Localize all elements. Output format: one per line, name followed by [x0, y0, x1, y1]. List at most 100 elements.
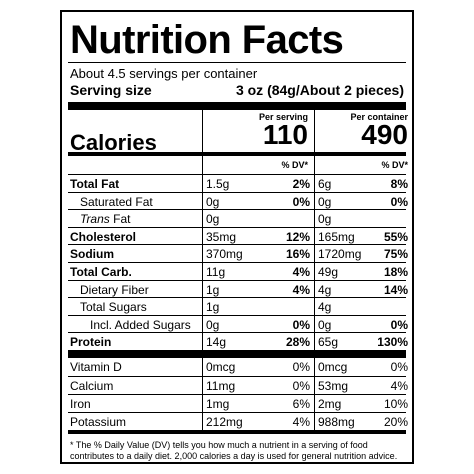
dv-per-container: 0% — [390, 360, 408, 374]
calories-per-container: 490 — [361, 119, 408, 150]
nutrient-row: Cholesterol 35mg 12% 165mg 55% — [68, 227, 408, 246]
amount-per-serving: 11mg — [206, 379, 236, 393]
nutrient-row: Total Carb. 11g 4% 49g 18% — [68, 262, 408, 281]
dv-header-container: % DV* — [381, 160, 408, 170]
serving-size-label: Serving size — [70, 82, 152, 98]
amount-per-serving: 0g — [206, 212, 220, 226]
dv-per-container: 0% — [390, 318, 408, 332]
calories-label: Calories — [70, 130, 157, 155]
vitamin-row: Calcium 11mg 0% 53mg 4% — [68, 376, 408, 395]
dv-per-serving: 6% — [292, 397, 310, 411]
dv-per-container: 8% — [390, 177, 408, 191]
amount-per-serving: 0g — [206, 195, 220, 209]
nutrient-name: Total Carb. — [70, 265, 132, 279]
nutrient-name: Total Sugars — [80, 300, 147, 314]
column-line-2 — [314, 110, 315, 350]
nutrient-name: Cholesterol — [70, 230, 137, 244]
amount-per-serving: 0mcg — [206, 360, 236, 374]
amount-per-container: 0mcg — [318, 360, 348, 374]
amount-per-serving: 11g — [206, 265, 226, 279]
dv-per-container: 55% — [383, 230, 408, 244]
amount-per-serving: 1g — [206, 300, 220, 314]
amount-per-container: 6g — [318, 177, 332, 191]
nutrient-name: Vitamin D — [70, 360, 122, 374]
dv-per-container: 18% — [383, 265, 408, 279]
servings-per-container: About 4.5 servings per container — [70, 66, 258, 81]
amount-per-serving: 35mg — [206, 230, 237, 244]
amount-per-container: 53mg — [318, 379, 349, 393]
amount-per-serving: 1mg — [206, 397, 230, 411]
nutrient-name: Sodium — [70, 247, 114, 261]
vitamin-row: Potassium 212mg 4% 988mg 20% — [68, 412, 408, 431]
amount-per-container: 165mg — [318, 230, 355, 244]
amount-per-container: 1720mg — [318, 247, 362, 261]
amount-per-serving: 1g — [206, 283, 220, 297]
per-container-header: Per container — [350, 112, 408, 122]
nutrient-row: Dietary Fiber 1g 4% 4g 14% — [68, 280, 408, 299]
nutrient-row: Sodium 370mg 16% 1720mg 75% — [68, 244, 408, 263]
nutrient-name: Incl. Added Sugars — [90, 318, 191, 332]
amount-per-container: 988mg — [318, 415, 355, 429]
amount-per-container: 2mg — [318, 397, 342, 411]
vitamin-row: Vitamin D 0mcg 0% 0mcg 0% — [68, 358, 408, 376]
amount-per-container: 4g — [318, 283, 332, 297]
nutrition-facts-label: Nutrition Facts About 4.5 servings per c… — [60, 10, 414, 464]
amount-per-container: 65g — [318, 335, 339, 349]
nutrient-name-rest: Fat — [109, 212, 131, 226]
nutrient-name: Total Fat — [70, 177, 120, 191]
calories-per-serving: 110 — [262, 119, 308, 150]
calories-divider-bar — [68, 152, 406, 156]
footnote-divider-bar — [68, 430, 406, 434]
dv-per-serving: 28% — [285, 335, 310, 349]
label-title: Nutrition Facts — [70, 18, 344, 62]
dv-per-container: 0% — [390, 195, 408, 209]
dv-per-container: 10% — [383, 397, 408, 411]
dv-per-serving: 0% — [292, 379, 310, 393]
dv-per-serving: 0% — [292, 360, 310, 374]
nutrient-name: Iron — [70, 397, 91, 411]
dv-per-serving: 4% — [292, 415, 310, 429]
dv-per-container: 130% — [377, 335, 408, 349]
nutrient-name: Calcium — [70, 379, 114, 393]
amount-per-container: 0g — [318, 212, 332, 226]
dv-header-serving: % DV* — [281, 160, 308, 170]
dv-per-serving: 0% — [292, 195, 310, 209]
amount-per-serving: 212mg — [206, 415, 243, 429]
dv-per-serving: 12% — [285, 230, 310, 244]
dv-per-serving: 2% — [292, 177, 310, 191]
nutrient-row: Total Sugars 1g 4g — [68, 297, 406, 316]
nutrient-row: Total Fat 1.5g 2% 6g 8% — [68, 174, 408, 193]
dv-per-container: 14% — [383, 283, 408, 297]
nutrient-row: Protein 14g 28% 65g 130% — [68, 332, 408, 351]
per-serving-header: Per serving — [258, 112, 308, 122]
amount-per-container: 0g — [318, 195, 332, 209]
serving-divider-bar — [68, 102, 406, 110]
amount-per-serving: 14g — [206, 335, 227, 349]
serving-size-value: 3 oz (84g/About 2 pieces) — [235, 82, 404, 98]
dv-per-serving: 4% — [292, 283, 310, 297]
amount-per-container: 0g — [318, 318, 332, 332]
dv-per-serving: 16% — [285, 247, 310, 261]
amount-per-container: 49g — [318, 265, 339, 279]
title-divider — [68, 62, 406, 63]
nutrient-name: Potassium — [70, 415, 127, 429]
dv-per-container: 20% — [383, 415, 408, 429]
nutrient-name: Saturated Fat — [80, 195, 153, 209]
nutrient-name: Protein — [70, 335, 112, 349]
nutrient-name-italic: Trans — [80, 212, 110, 226]
amount-per-container: 4g — [318, 300, 332, 314]
nutrient-row: Trans Fat 0g 0g — [68, 209, 406, 228]
dv-per-container: 4% — [390, 379, 408, 393]
dv-per-container: 75% — [383, 247, 408, 261]
vitamin-divider-bar — [68, 350, 406, 358]
dv-per-serving: 0% — [292, 318, 310, 332]
column-line-1 — [202, 110, 203, 350]
nutrient-name: Trans Fat — [80, 212, 130, 226]
amount-per-serving: 0g — [206, 318, 220, 332]
dv-per-serving: 4% — [292, 265, 310, 279]
nutrient-row: Incl. Added Sugars 0g 0% 0g 0% — [68, 315, 408, 334]
footnote: * The % Daily Value (DV) tells you how m… — [70, 440, 398, 461]
amount-per-serving: 370mg — [206, 247, 243, 261]
nutrient-name: Dietary Fiber — [80, 283, 149, 297]
nutrient-row: Saturated Fat 0g 0% 0g 0% — [68, 192, 408, 211]
